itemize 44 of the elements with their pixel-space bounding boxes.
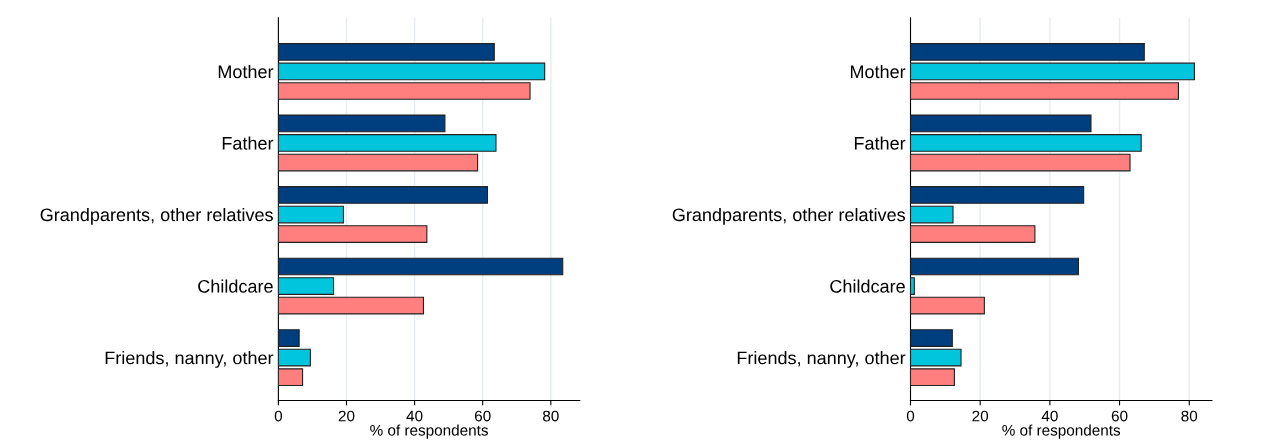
- y-tick-label: Grandparents, other relatives: [672, 207, 906, 225]
- x-tick-label: 0: [906, 410, 915, 422]
- y-tick-label: Father: [222, 136, 274, 150]
- bar: [278, 225, 428, 243]
- x-tick-label: 20: [338, 410, 355, 422]
- bar: [910, 153, 1131, 172]
- bar: [910, 277, 915, 295]
- y-tick-label: Mother: [850, 64, 906, 79]
- x-tick-label: 40: [1041, 410, 1058, 422]
- bar: [278, 257, 564, 276]
- x-tick-label: 60: [1111, 410, 1128, 422]
- bar: [278, 205, 344, 224]
- bar: [910, 82, 1179, 100]
- y-tick-label: Friends, nanny, other: [737, 351, 906, 368]
- x-tick-label: 60: [474, 410, 491, 422]
- y-tick-label: Grandparents, other relatives: [40, 207, 273, 225]
- bar: [278, 114, 446, 133]
- y-tick-label: Childcare: [198, 279, 273, 293]
- y-tick-label: Childcare: [830, 279, 905, 293]
- y-tick-label: Friends, nanny, other: [105, 351, 274, 368]
- x-axis-title: % of respondents: [1002, 424, 1121, 439]
- bar: [910, 257, 1079, 276]
- bar: [278, 329, 300, 347]
- x-tick-label: 40: [406, 410, 423, 422]
- x-tick-label: 20: [972, 410, 989, 422]
- x-axis-title: % of respondents: [370, 424, 488, 439]
- bar: [910, 134, 1142, 152]
- x-tick-label: 80: [542, 410, 559, 422]
- bar: [278, 82, 531, 100]
- y-tick-label: Mother: [218, 64, 274, 79]
- bar: [910, 296, 985, 315]
- x-tick-label: 0: [274, 410, 283, 422]
- bar: [910, 225, 1036, 243]
- bar: [278, 134, 497, 152]
- bar: [910, 205, 954, 224]
- bar: [278, 186, 489, 204]
- bar: [910, 114, 1092, 133]
- bar: [910, 329, 953, 347]
- y-tick-label: Father: [854, 136, 906, 150]
- bar: [278, 277, 335, 295]
- bar: [910, 186, 1085, 204]
- bar: [278, 153, 479, 172]
- bar: [278, 296, 425, 315]
- x-tick-label: 80: [1181, 410, 1198, 422]
